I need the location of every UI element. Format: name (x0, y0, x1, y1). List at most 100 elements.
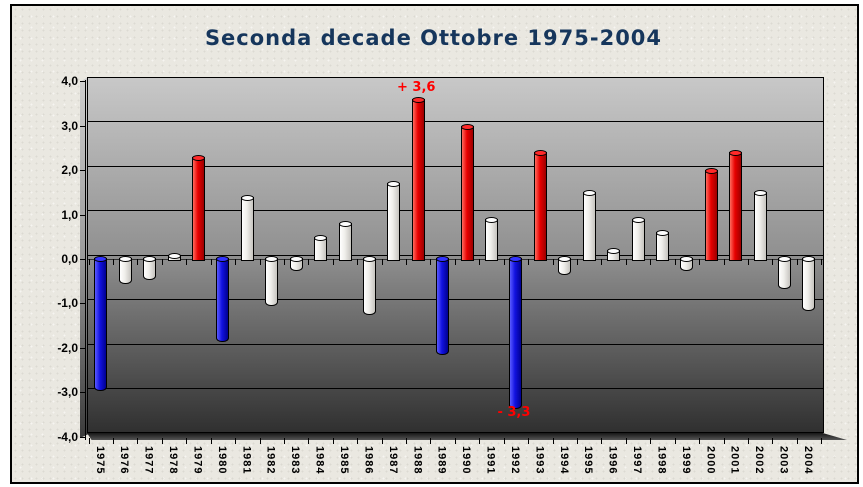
x-tick-mark (821, 438, 823, 444)
bar-cap (509, 256, 523, 262)
x-tick-mark (210, 259, 212, 265)
x-tick-mark (161, 259, 163, 265)
x-tick-label: 1993 (533, 446, 546, 475)
gridline (88, 343, 823, 345)
x-tick-mark (503, 438, 505, 444)
x-tick-mark (503, 259, 505, 265)
bar-cap (558, 256, 572, 262)
x-tick-mark (88, 438, 90, 444)
x-tick-mark (259, 438, 261, 444)
x-tick-label: 1997 (631, 446, 644, 475)
y-tick-label: 0,0 (61, 252, 78, 266)
bar-2002 (753, 190, 767, 261)
bar-1998 (655, 230, 669, 261)
bar-cap (289, 256, 303, 262)
x-tick-mark (601, 259, 603, 265)
bar-1980 (216, 256, 230, 342)
x-tick-mark (625, 438, 627, 444)
bar-cap (411, 96, 425, 103)
x-tick-mark (186, 438, 188, 444)
y-tick-label: 4,0 (61, 74, 78, 89)
x-tick-mark (283, 259, 285, 265)
x-tick-label: 1999 (679, 446, 692, 475)
x-tick-label: 1996 (606, 446, 619, 475)
x-tick-mark (650, 259, 652, 265)
y-tick-label: 2,0 (61, 163, 78, 178)
x-tick-mark (235, 438, 237, 444)
bar-cap (631, 216, 645, 223)
bar-1988 (411, 96, 425, 261)
x-tick-mark (552, 438, 554, 444)
bar-cap (338, 221, 352, 228)
x-tick-mark (186, 259, 188, 265)
gridline (88, 121, 823, 123)
x-tick-label: 1998 (655, 446, 668, 475)
x-tick-label: 2004 (801, 446, 814, 475)
x-tick-label: 1979 (191, 446, 204, 475)
x-tick-mark (674, 259, 676, 265)
x-tick-mark (601, 438, 603, 444)
x-tick-mark (528, 438, 530, 444)
bar-1975 (94, 256, 108, 391)
x-tick-mark (113, 438, 114, 444)
bar-cap (704, 168, 718, 175)
bar-1979 (191, 154, 205, 261)
bar-cap (216, 256, 230, 262)
x-tick-mark (357, 259, 359, 265)
y-tick-mark (80, 347, 86, 349)
x-tick-label: 1989 (435, 446, 448, 475)
y-tick-mark (80, 392, 86, 394)
bar-cap (143, 256, 157, 262)
bar-cap (655, 230, 669, 237)
x-tick-label: 1975 (93, 446, 106, 475)
x-tick-label: 1980 (215, 446, 228, 475)
bar-1997 (631, 216, 645, 261)
x-tick-mark (552, 259, 554, 265)
bar-cap (265, 256, 279, 262)
x-tick-mark (723, 438, 725, 444)
x-tick-mark (308, 438, 310, 444)
bar-value-annotation: + 3,6 (397, 79, 436, 95)
bar-1999 (680, 256, 694, 271)
x-tick-mark (332, 438, 334, 444)
gridline (88, 210, 823, 212)
x-tick-mark (747, 438, 749, 444)
y-tick-label: -3,0 (57, 385, 78, 400)
x-tick-mark (332, 259, 334, 265)
bar-1983 (289, 256, 303, 271)
y-tick-label: -4,0 (57, 429, 78, 444)
bar-cap (729, 150, 743, 157)
gridline (88, 165, 823, 167)
y-tick-mark (80, 436, 86, 438)
bar-1992 (509, 256, 523, 409)
x-tick-mark (113, 259, 114, 265)
bar-1989 (436, 256, 450, 356)
bar-1986 (362, 256, 376, 316)
bar-1984 (314, 234, 328, 261)
bar-cap (802, 256, 816, 262)
bar-cap (436, 256, 450, 262)
bar-2004 (802, 256, 816, 311)
x-tick-label: 1992 (508, 446, 521, 475)
x-tick-mark (137, 259, 139, 265)
bar-value-annotation: - 3,3 (497, 404, 531, 420)
x-tick-mark (625, 259, 627, 265)
x-tick-mark (308, 259, 310, 265)
bar-cap (314, 234, 328, 241)
x-tick-mark (406, 259, 408, 265)
x-tick-mark (528, 259, 530, 265)
bar-cap (191, 154, 205, 161)
x-tick-mark (430, 438, 432, 444)
y-tick-mark (80, 303, 86, 305)
x-tick-mark (674, 438, 676, 444)
bar-cap (94, 256, 108, 262)
x-tick-mark (161, 438, 163, 444)
x-tick-label: 2003 (777, 446, 790, 475)
x-tick-mark (723, 259, 725, 265)
chart-title: Seconda decade Ottobre 1975-2004 (204, 26, 663, 50)
x-tick-mark (772, 259, 774, 265)
gridline (88, 388, 823, 389)
x-tick-mark (821, 259, 823, 265)
x-tick-label: 1983 (289, 446, 302, 475)
